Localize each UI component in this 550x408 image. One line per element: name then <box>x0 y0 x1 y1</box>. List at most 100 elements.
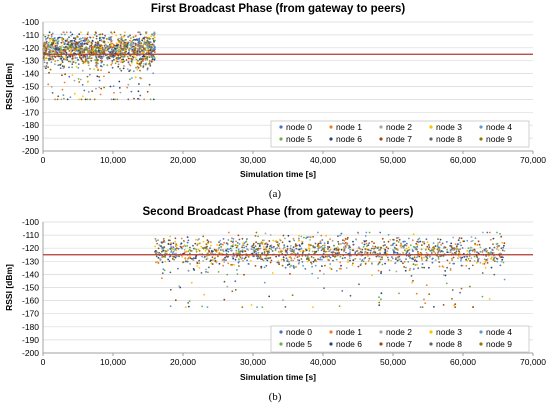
point-node-3 <box>81 95 84 98</box>
point-node-5 <box>408 249 411 251</box>
point-node-4 <box>339 234 341 237</box>
point-node-9 <box>276 241 279 244</box>
point-node-9 <box>80 45 83 48</box>
legend-marker <box>379 137 383 141</box>
y-tick-label: -180 <box>22 120 39 130</box>
point-node-8 <box>383 241 386 243</box>
y-tick-label: -100 <box>22 217 39 227</box>
point-node-5 <box>171 247 173 250</box>
point-node-2 <box>289 245 292 247</box>
point-node-2 <box>49 55 51 58</box>
point-node-5 <box>241 249 244 252</box>
point-node-2 <box>202 260 205 262</box>
point-node-3 <box>279 238 281 241</box>
point-node-4 <box>78 46 80 49</box>
point-node-6 <box>60 58 63 60</box>
point-node-4 <box>62 46 65 49</box>
point-node-9 <box>259 255 262 258</box>
point-node-1 <box>103 75 105 78</box>
point-node-1 <box>155 261 157 264</box>
point-node-7 <box>125 50 127 53</box>
point-node-0 <box>386 256 389 259</box>
point-node-4 <box>43 61 46 64</box>
point-node-4 <box>220 243 223 246</box>
point-node-8 <box>161 272 164 275</box>
point-node-8 <box>392 238 394 241</box>
point-node-2 <box>98 86 101 89</box>
point-node-9 <box>421 266 423 269</box>
point-node-4 <box>263 266 266 269</box>
point-node-2 <box>138 98 141 101</box>
point-node-8 <box>301 252 304 255</box>
point-node-2 <box>129 43 132 46</box>
point-node-0 <box>276 261 279 264</box>
point-node-2 <box>155 239 158 242</box>
point-node-8 <box>423 242 426 245</box>
point-node-6 <box>59 64 62 66</box>
point-node-3 <box>407 246 410 249</box>
point-node-9 <box>81 51 84 54</box>
point-node-5 <box>437 258 440 260</box>
point-node-4 <box>171 252 174 254</box>
legend-label: node 5 <box>286 339 312 349</box>
point-node-4 <box>66 38 69 40</box>
point-node-7 <box>266 250 269 253</box>
point-node-7 <box>101 33 104 36</box>
point-node-8 <box>341 257 344 260</box>
point-node-8 <box>261 258 264 261</box>
point-node-4 <box>356 231 359 234</box>
point-node-8 <box>155 255 158 258</box>
point-node-5 <box>130 42 132 44</box>
point-node-2 <box>425 251 428 254</box>
point-node-8 <box>148 83 151 86</box>
point-node-7 <box>395 244 398 247</box>
point-node-4 <box>113 49 116 51</box>
point-node-3 <box>53 51 56 53</box>
point-node-7 <box>252 242 255 245</box>
legend-label: node 8 <box>436 134 462 144</box>
point-node-3 <box>233 263 235 266</box>
point-node-5 <box>144 48 147 51</box>
point-node-6 <box>66 56 69 58</box>
point-node-1 <box>440 244 442 246</box>
point-node-3 <box>329 267 331 269</box>
point-node-1 <box>120 36 123 38</box>
point-node-9 <box>51 55 54 58</box>
point-node-3 <box>150 35 153 37</box>
point-node-7 <box>64 49 67 52</box>
point-node-6 <box>75 46 77 48</box>
point-node-3 <box>189 255 191 258</box>
point-node-3 <box>80 31 82 34</box>
point-node-5 <box>146 37 149 40</box>
point-node-7 <box>100 56 103 58</box>
point-node-4 <box>45 37 47 40</box>
point-node-7 <box>349 246 351 249</box>
point-node-9 <box>88 57 90 60</box>
point-node-7 <box>174 299 177 302</box>
point-node-4 <box>76 57 78 59</box>
legend-label: node 7 <box>386 339 412 349</box>
point-node-7 <box>214 260 217 262</box>
point-node-1 <box>320 234 323 237</box>
point-node-9 <box>324 264 326 267</box>
point-node-4 <box>81 37 84 39</box>
point-node-5 <box>446 248 448 251</box>
point-node-9 <box>407 255 410 257</box>
point-node-6 <box>415 260 418 263</box>
point-node-3 <box>267 249 270 252</box>
point-node-8 <box>189 246 191 249</box>
point-node-7 <box>269 257 272 259</box>
point-node-9 <box>412 263 415 266</box>
point-node-0 <box>476 251 478 254</box>
point-node-5 <box>93 49 96 52</box>
point-node-7 <box>371 247 373 250</box>
point-node-5 <box>184 245 187 248</box>
point-node-6 <box>275 255 277 258</box>
point-node-8 <box>192 244 194 247</box>
point-node-3 <box>69 47 72 50</box>
point-node-7 <box>83 49 86 51</box>
point-node-3 <box>487 255 490 257</box>
point-node-1 <box>111 42 114 45</box>
point-node-6 <box>122 58 125 61</box>
point-node-7 <box>80 57 83 59</box>
